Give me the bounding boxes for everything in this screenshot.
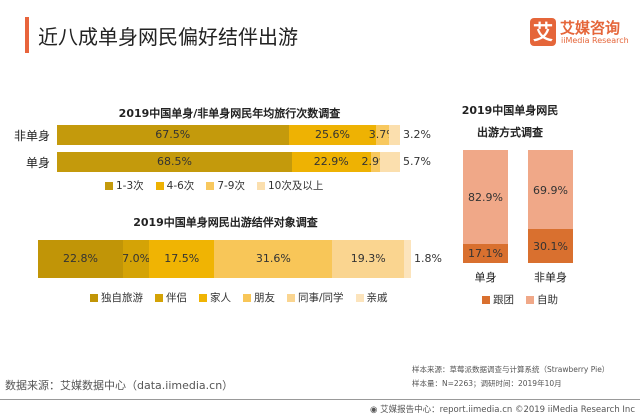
data-label: 67.5% [155, 128, 191, 141]
logo-text: 艾媒咨询 [560, 19, 621, 37]
bar-segment [38, 240, 124, 278]
logo-icon: 艾 [530, 18, 556, 46]
sample-source: 样本来源：草莓派数据调查与计算系统（Strawberry Pie） [412, 365, 610, 374]
legend-item: 7-9次 [206, 178, 245, 193]
legend-swatch [287, 293, 295, 302]
bar-segment [376, 125, 390, 145]
legend-label: 自助 [537, 294, 558, 306]
chart3-title-line1: 2019中国单身网民 [461, 104, 559, 117]
chart2-bar-row: 22.8% 7.0% 17.5% 31.6% 19.3% 1.8% [38, 240, 442, 278]
bar-segment [370, 152, 381, 172]
column-segment [463, 150, 508, 244]
chart1-row-label: 单身 [25, 156, 50, 170]
data-label: 69.9% [533, 183, 568, 197]
legend-swatch [526, 295, 534, 304]
legend-swatch [199, 293, 207, 302]
legend-item: 自助 [526, 292, 558, 307]
data-label: 1.8% [414, 252, 442, 265]
legend-item: 独自旅游 [90, 290, 143, 305]
legend-label: 1-3次 [116, 180, 144, 192]
column-segment [528, 229, 573, 263]
data-label: 3.2% [403, 128, 431, 141]
bar-segment [380, 152, 400, 172]
chart3-category-label: 非单身 [534, 271, 567, 284]
bar-segment [404, 240, 411, 278]
data-label: 82.9% [468, 190, 503, 204]
legend-item: 同事/同学 [287, 290, 344, 305]
bar-segment [291, 152, 371, 172]
column-segment [463, 243, 508, 263]
data-label: 30.1% [533, 240, 568, 253]
legend-item: 4-6次 [155, 178, 195, 193]
bar-segment [389, 125, 400, 145]
column-segment [528, 150, 573, 229]
legend-label: 同事/同学 [298, 292, 344, 304]
title-accent-bar [25, 17, 29, 53]
data-label: 68.5% [156, 155, 192, 168]
chart3-column: 30.1% 69.9% [528, 150, 573, 263]
legend-swatch [105, 181, 113, 190]
legend-label: 独自旅游 [101, 292, 143, 304]
page-title: 近八成单身网民偏好结伴出游 [38, 25, 298, 49]
chart3-category-label: 单身 [474, 271, 497, 284]
legend-swatch [243, 293, 251, 302]
legend-swatch [355, 293, 364, 302]
chart2-legend: 独自旅游 伴侣 家人 朋友 同事/同学 亲戚 [90, 290, 388, 305]
chart2-title: 2019中国单身网民出游结伴对象调查 [133, 216, 318, 229]
data-source: 数据来源：艾媒数据中心（data.iimedia.cn） [5, 379, 234, 392]
legend-item: 10次及以上 [256, 178, 324, 193]
chart1-title: 2019中国单身/非单身网民年均旅行次数调查 [118, 107, 341, 120]
legend-label: 7-9次 [217, 180, 245, 192]
data-label: 7.0% [122, 252, 151, 265]
legend-label: 伴侣 [166, 292, 187, 304]
data-label: 5.7% [403, 155, 431, 168]
chart1-legend: 1-3次 4-6次 7-9次 10次及以上 [105, 178, 323, 193]
bar-segment [123, 240, 150, 278]
data-label: 19.3% [350, 252, 386, 265]
globe-icon: ◉ [370, 405, 381, 415]
legend-item: 家人 [199, 290, 231, 305]
legend-label: 跟团 [493, 294, 514, 306]
data-label: 17.1% [468, 247, 503, 261]
legend-label: 10次及以上 [267, 180, 324, 192]
bar-segment [288, 125, 377, 145]
footer-divider [0, 399, 640, 400]
data-label: 22.9% [313, 155, 349, 168]
legend-swatch [482, 295, 490, 304]
legend-label: 家人 [210, 292, 231, 304]
bar-segment [332, 240, 405, 278]
legend-item: 亲戚 [355, 290, 388, 305]
legend-swatch [256, 181, 265, 190]
bar-segment [214, 240, 333, 278]
legend-item: 伴侣 [155, 290, 187, 305]
legend-item: 1-3次 [105, 178, 144, 193]
legend-label: 4-6次 [166, 180, 195, 192]
legend-swatch [155, 293, 163, 302]
bar-segment [149, 240, 215, 278]
chart1-row-label: 非单身 [13, 129, 50, 143]
bar-segment [57, 125, 289, 145]
data-label: 31.6% [255, 252, 291, 265]
legend-swatch [206, 181, 215, 190]
legend-item: 朋友 [243, 290, 275, 305]
copyright: ◉ 艾媒报告中心：report.iimedia.cn ©2019 iiMedia… [370, 405, 635, 415]
data-label: 22.8% [63, 252, 98, 265]
legend-label: 亲戚 [366, 292, 388, 304]
legend-label: 朋友 [254, 292, 275, 304]
chart1-bar-row: 67.5% 25.6% 3.7% 3.2% [57, 125, 431, 145]
chart3-column: 17.1% 82.9% [463, 150, 508, 263]
chart3-title-line2: 出游方式调查 [477, 126, 543, 139]
logo-subtext: iiMedia Research [561, 36, 629, 45]
bar-segment [57, 152, 292, 172]
chart1-bar-row: 68.5% 22.9% 2.9% 5.7% [57, 152, 431, 172]
data-label: 25.6% [314, 128, 350, 141]
legend-swatch [155, 181, 164, 190]
sample-size: 样本量：N=2263；调研时间：2019年10月 [412, 379, 562, 388]
data-label: 17.5% [164, 252, 200, 265]
chart3-legend: 跟团 自助 [482, 292, 558, 307]
legend-swatch [90, 293, 98, 302]
legend-item: 跟团 [482, 292, 514, 307]
